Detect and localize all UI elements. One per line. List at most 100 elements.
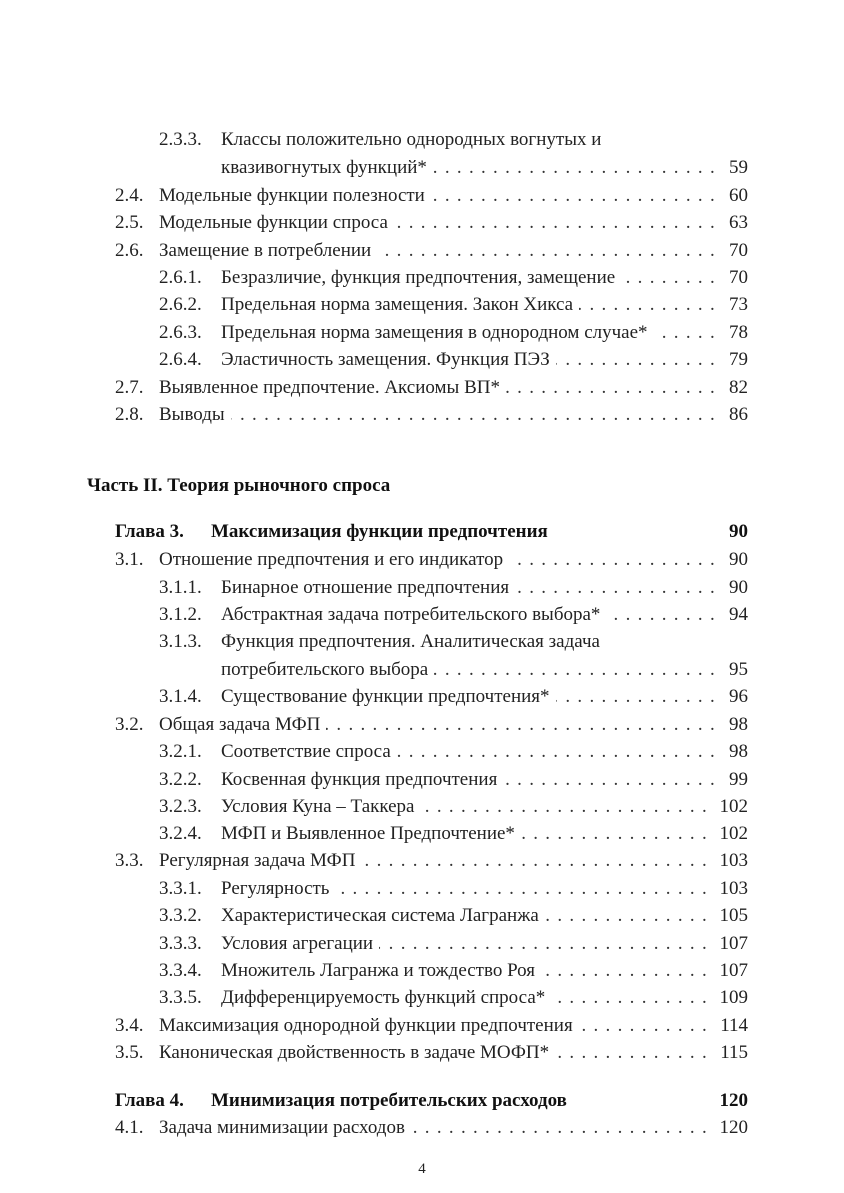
dot-leader: ........................................… (545, 905, 714, 926)
toc-entry-chapter[interactable]: Глава 4. Минимизация потребительских расх… (0, 1088, 844, 1114)
entry-number: 3.3.2. (159, 905, 202, 926)
toc-entry-sec[interactable]: 2.5. Модельные функции спроса............… (0, 210, 844, 236)
dot-leader: ........................................… (606, 604, 722, 625)
toc-entry-sub[interactable]: 2.3.3. Классы положительно однородных вог… (0, 127, 844, 153)
entry-line: Множитель Лагранжа и тождество Роя......… (221, 958, 714, 984)
entry-number: 2.8. (115, 404, 144, 425)
entry-line: Модельные функции полезности............… (159, 183, 722, 209)
page-ref: 115 (720, 1042, 748, 1063)
dot-leader: ........................................… (396, 741, 722, 762)
toc-entry-sec[interactable]: 3.1. Отношение предпочтения и его индикат… (0, 547, 844, 573)
page-number: 4 (418, 1161, 426, 1177)
entry-number: 3.2.4. (159, 823, 202, 844)
dot-leader: ........................................… (420, 796, 714, 817)
entry-title: Минимизация потребительских расходов (211, 1090, 567, 1111)
entry-line: Минимизация потребительских расходов (211, 1088, 714, 1114)
entry-title-continuation: квазивогнутых функций* (221, 157, 427, 178)
entry-number: 3.2.2. (159, 769, 202, 790)
entry-title: Регулярная задача МФП (159, 850, 356, 871)
entry-number: 3.2.1. (159, 741, 202, 762)
toc-entry-sub[interactable]: 3.3.1. Регулярность......................… (0, 876, 844, 902)
toc-entry-sec[interactable]: 3.3. Регулярная задача МФП...............… (0, 848, 844, 874)
toc-entry-sec[interactable]: 4.1. Задача минимизации расходов.........… (0, 1115, 844, 1141)
entry-title: Задача минимизации расходов (159, 1117, 405, 1138)
toc-entry-sec[interactable]: 3.4. Максимизация однородной функции пред… (0, 1013, 844, 1039)
page-ref: 90 (729, 521, 748, 542)
entry-title: Функция предпочтения. Аналитическая зада… (221, 631, 600, 652)
toc-entry-sec[interactable]: 2.8. Выводы..............................… (0, 402, 844, 428)
entry-title: Условия агрегации (221, 933, 374, 954)
toc-entry-sub[interactable]: 2.6.2. Предельная норма замещения. Закон … (0, 292, 844, 318)
toc-entry-sub[interactable]: 3.2.2. Косвенная функция предпочтения....… (0, 767, 844, 793)
entry-title: Косвенная функция предпочтения (221, 769, 498, 790)
page-ref: 120 (719, 1090, 749, 1111)
dot-leader: ........................................… (556, 349, 722, 370)
page-ref: 73 (729, 294, 748, 315)
toc-entry-sub[interactable]: 3.1.1. Бинарное отношение предпочтения...… (0, 575, 844, 601)
toc-entry-sub[interactable]: 3.2.3. Условия Куна – Таккера............… (0, 794, 844, 820)
entry-number: 4.1. (115, 1117, 144, 1138)
toc-entry-sub[interactable]: 2.6.3. Предельная норма замещения в однор… (0, 320, 844, 346)
entry-title: Отношение предпочтения и его индикатор (159, 549, 504, 570)
entry-line: Регулярность............................… (221, 876, 714, 902)
toc-entry-sec[interactable]: 2.6. Замещение в потреблении.............… (0, 238, 844, 264)
entry-number: 3.5. (115, 1042, 144, 1063)
entry-line: Каноническая двойственность в задаче МОФ… (159, 1040, 714, 1066)
toc-entry-sub[interactable]: 2.6.4. Эластичность замещения. Функция ПЭ… (0, 347, 844, 373)
page-ref: 63 (729, 212, 748, 233)
dot-leader: ........................................… (431, 185, 722, 206)
entry-line: Выявленное предпочтение. Аксиомы ВП*....… (159, 375, 722, 401)
page-ref: 102 (719, 823, 749, 844)
entry-line: потребительского выбора.................… (221, 657, 722, 683)
entry-line: Соответствие спроса.....................… (221, 739, 722, 765)
dot-leader: ........................................… (521, 823, 714, 844)
toc-entry-sub[interactable]: 3.2.1. Соответствие спроса...............… (0, 739, 844, 765)
entry-title: Дифференцируемость функций спроса* (221, 987, 546, 1008)
toc-entry-sec[interactable]: 2.4. Модельные функции полезности........… (0, 183, 844, 209)
toc-entry-chapter[interactable]: Глава 3. Максимизация функции предпочтени… (0, 519, 844, 545)
entry-number: 3.1.2. (159, 604, 202, 625)
toc-entry-sec[interactable]: 3.2. Общая задача МФП....................… (0, 712, 844, 738)
toc-entry-sec[interactable]: 3.5. Каноническая двойственность в задаче… (0, 1040, 844, 1066)
page-ref: 59 (729, 157, 748, 178)
entry-title: Бинарное отношение предпочтения (221, 577, 510, 598)
toc-entry-sub[interactable]: 2.6.1. Безразличие, функция предпочтения,… (0, 265, 844, 291)
entry-line: Безразличие, функция предпочтения, замещ… (221, 265, 722, 291)
entry-line: Существование функции предпочтения*.....… (221, 684, 722, 710)
entry-number: 3.2. (115, 714, 144, 735)
dot-leader: ........................................… (621, 267, 722, 288)
toc-entry-sub[interactable]: 3.1.4. Существование функции предпочтения… (0, 684, 844, 710)
dot-leader: ........................................… (509, 549, 722, 570)
toc-entry-sub[interactable]: 3.1.3. Функция предпочтения. Аналитическа… (0, 629, 844, 655)
entry-title: Модельные функции полезности (159, 185, 425, 206)
entry-number: Глава 3. (115, 521, 184, 542)
entry-number: 3.1. (115, 549, 144, 570)
dot-leader: ........................................… (503, 769, 722, 790)
entry-line: Условия агрегации.......................… (221, 931, 714, 957)
page-ref: 107 (719, 933, 749, 954)
toc-entry-sec[interactable]: 2.7. Выявленное предпочтение. Аксиомы ВП*… (0, 375, 844, 401)
toc-entry-sub[interactable]: 3.2.4. МФП и Выявленное Предпочтение*....… (0, 821, 844, 847)
page-ref: 82 (729, 377, 748, 398)
dot-leader: ........................................… (326, 714, 722, 735)
page-ref: 114 (720, 1015, 748, 1036)
entry-number: 3.3.3. (159, 933, 202, 954)
entry-number: 2.6.1. (159, 267, 202, 288)
toc-entry-sub[interactable]: 3.3.4. Множитель Лагранжа и тождество Роя… (0, 958, 844, 984)
entry-title: Регулярность (221, 878, 330, 899)
entry-title: Безразличие, функция предпочтения, замещ… (221, 267, 616, 288)
dot-leader: ........................................… (361, 850, 714, 871)
entry-line: квазивогнутых функций*..................… (221, 155, 722, 181)
toc-entry-sub[interactable]: 3.3.5. Дифференцируемость функций спроса*… (0, 985, 844, 1011)
entry-title: Общая задача МФП (159, 714, 321, 735)
toc-entry-sub[interactable]: 3.3.2. Характеристическая система Лагранж… (0, 903, 844, 929)
entry-number: 2.5. (115, 212, 144, 233)
dot-leader: ........................................… (432, 157, 722, 178)
page-ref: 94 (729, 604, 748, 625)
toc-entry-sub[interactable]: 3.3.3. Условия агрегации.................… (0, 931, 844, 957)
toc-entry-sub[interactable]: 3.1.2. Абстрактная задача потребительског… (0, 602, 844, 628)
dot-leader: ........................................… (654, 322, 722, 343)
page-ref: 103 (719, 878, 749, 899)
page-ref: 99 (729, 769, 748, 790)
entry-line: Задача минимизации расходов.............… (159, 1115, 714, 1141)
